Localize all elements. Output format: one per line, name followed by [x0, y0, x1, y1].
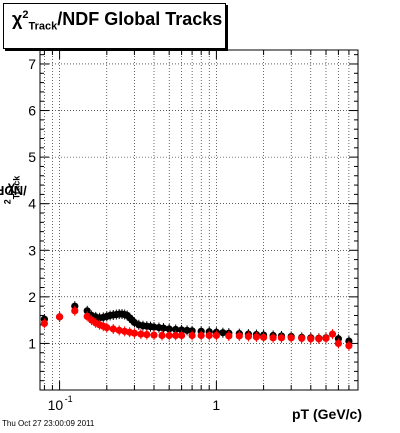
- title-symbol: χ: [12, 9, 23, 29]
- data-point: [55, 313, 64, 321]
- data-point: [269, 334, 277, 342]
- data-point: [159, 324, 168, 332]
- y-tick-label: 1: [28, 335, 36, 351]
- data-point: [298, 334, 306, 342]
- title-rest: /NDF Global Tracks: [57, 9, 223, 29]
- y-axis-label: χ2Track/NDF: [0, 140, 27, 240]
- data-point: [277, 334, 286, 342]
- data-point: [252, 333, 261, 341]
- plot-frame: [39, 49, 359, 391]
- data-series: [40, 301, 353, 351]
- title-box: χ2Track/NDF Global Tracks: [3, 3, 226, 49]
- y-tick-label: 3: [28, 242, 36, 258]
- data-point: [235, 332, 243, 340]
- data-point: [287, 334, 295, 342]
- ylabel-superscript: 2: [2, 199, 13, 205]
- data-point: [40, 319, 48, 327]
- timestamp: Thu Oct 27 23:00:09 2011: [2, 419, 95, 428]
- data-point: [315, 335, 323, 343]
- y-tick-label: 2: [28, 289, 36, 305]
- data-point: [165, 325, 173, 333]
- data-point: [225, 332, 233, 340]
- grid-lines: [40, 50, 359, 390]
- data-point: [71, 307, 79, 315]
- data-point: [172, 325, 180, 334]
- data-point: [259, 333, 268, 341]
- data-point: [143, 330, 151, 339]
- data-point: [150, 331, 158, 339]
- data-point: [137, 330, 145, 338]
- chart-title: χ2Track/NDF Global Tracks: [12, 9, 222, 33]
- data-point: [130, 329, 139, 337]
- y-tick-label: 6: [28, 103, 36, 119]
- y-tick-label: 5: [28, 149, 36, 165]
- x-axis-label: pT (GeV/c): [291, 406, 362, 422]
- data-point: [197, 331, 205, 340]
- title-subscript: Track: [28, 20, 58, 33]
- title-superscript: 2: [22, 9, 29, 21]
- data-point: [109, 325, 117, 333]
- data-point: [83, 307, 91, 315]
- x-tick-label-exponent: -1: [65, 394, 73, 404]
- series-1: [40, 305, 353, 351]
- data-point: [212, 331, 220, 340]
- ylabel-rest: /NDF: [0, 182, 28, 198]
- data-point: [244, 332, 252, 341]
- data-point: [328, 330, 337, 338]
- tick-labels: 1 2 3 4 5 6 7 10 -1 1: [28, 56, 220, 413]
- x-tick-label: 1: [212, 397, 220, 413]
- data-point: [178, 326, 186, 334]
- axis-ticks: [40, 50, 359, 391]
- data-point: [334, 339, 343, 348]
- data-point: [219, 329, 227, 337]
- data-point: [188, 331, 196, 340]
- data-point: [178, 331, 186, 340]
- data-point: [103, 323, 111, 332]
- data-point: [115, 326, 123, 334]
- data-point: [165, 331, 173, 340]
- data-point: [307, 335, 315, 343]
- y-tick-label: 4: [28, 196, 36, 212]
- y-tick-label: 7: [28, 56, 36, 72]
- data-point: [322, 334, 330, 342]
- x-tick-label: 10: [48, 397, 64, 413]
- data-point: [205, 331, 213, 340]
- data-point: [172, 331, 180, 340]
- data-point: [158, 331, 166, 340]
- series-0: [40, 301, 353, 347]
- data-point: [345, 342, 353, 350]
